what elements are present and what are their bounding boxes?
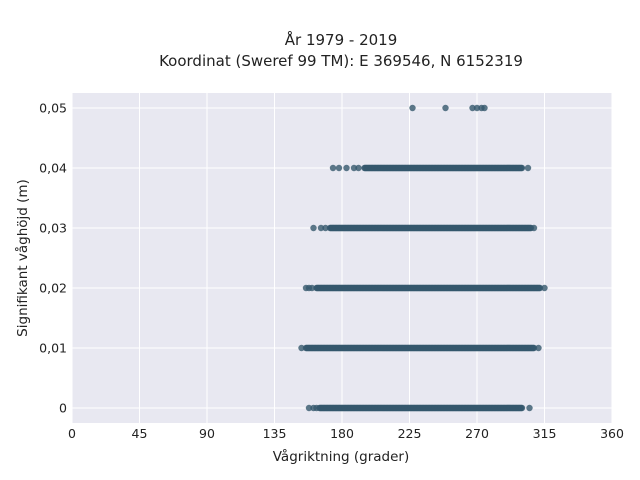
data-point: [355, 164, 362, 172]
data-point: [518, 404, 526, 412]
x-tick-label: 45: [132, 426, 148, 441]
x-tick-label: 270: [465, 426, 489, 441]
data-point: [469, 104, 476, 112]
data-point: [308, 284, 316, 292]
data-point: [442, 104, 449, 112]
x-tick-label: 90: [199, 426, 215, 441]
data-point: [305, 404, 313, 412]
data-point: [313, 404, 320, 412]
chart-title-line-2: Koordinat (Sweref 99 TM): E 369546, N 61…: [159, 52, 523, 70]
x-axis-ticks: 0 45 90 135 180 225 270 315 360: [68, 426, 624, 441]
data-point: [535, 344, 542, 352]
x-tick-label: 0: [68, 426, 76, 441]
y-axis-label: Signifikant våghöjd (m): [14, 179, 31, 337]
data-point: [481, 104, 488, 112]
data-point: [524, 164, 532, 172]
y-axis-ticks: 0 0,01 0,02 0,03 0,04 0,05: [39, 101, 67, 416]
x-tick-label: 180: [330, 426, 354, 441]
data-point: [310, 224, 317, 232]
y-tick-label: 0,02: [39, 281, 67, 296]
data-point: [329, 164, 337, 172]
x-tick-label: 135: [263, 426, 287, 441]
data-points: [298, 104, 548, 412]
data-point: [473, 104, 481, 112]
x-tick-label: 360: [600, 426, 624, 441]
data-point: [317, 224, 325, 232]
chart-title-line-1: År 1979 - 2019: [285, 30, 398, 49]
data-point: [518, 164, 526, 172]
x-tick-label: 225: [398, 426, 422, 441]
data-point: [350, 164, 358, 172]
x-tick-label: 315: [533, 426, 557, 441]
data-point: [322, 224, 329, 232]
y-tick-label: 0,01: [39, 341, 67, 356]
data-point: [530, 224, 538, 232]
data-point: [343, 164, 350, 172]
data-point: [536, 284, 544, 292]
data-point: [298, 344, 305, 352]
x-axis-label: Vågriktning (grader): [273, 448, 410, 465]
y-tick-label: 0,05: [39, 101, 67, 116]
y-tick-label: 0,03: [39, 221, 67, 236]
y-tick-label: 0,04: [39, 161, 67, 176]
data-point: [526, 404, 533, 412]
data-point: [409, 104, 416, 112]
data-point: [530, 344, 538, 352]
data-point: [541, 284, 548, 292]
y-tick-label: 0: [59, 401, 67, 416]
data-point: [335, 164, 343, 172]
